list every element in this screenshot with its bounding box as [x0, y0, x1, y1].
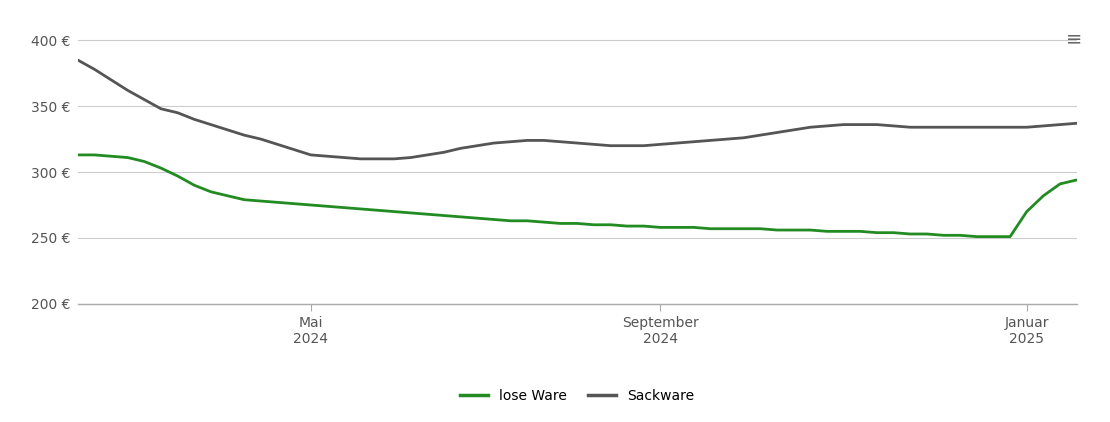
- Legend: lose Ware, Sackware: lose Ware, Sackware: [455, 383, 699, 408]
- Text: ≡: ≡: [1066, 30, 1082, 49]
